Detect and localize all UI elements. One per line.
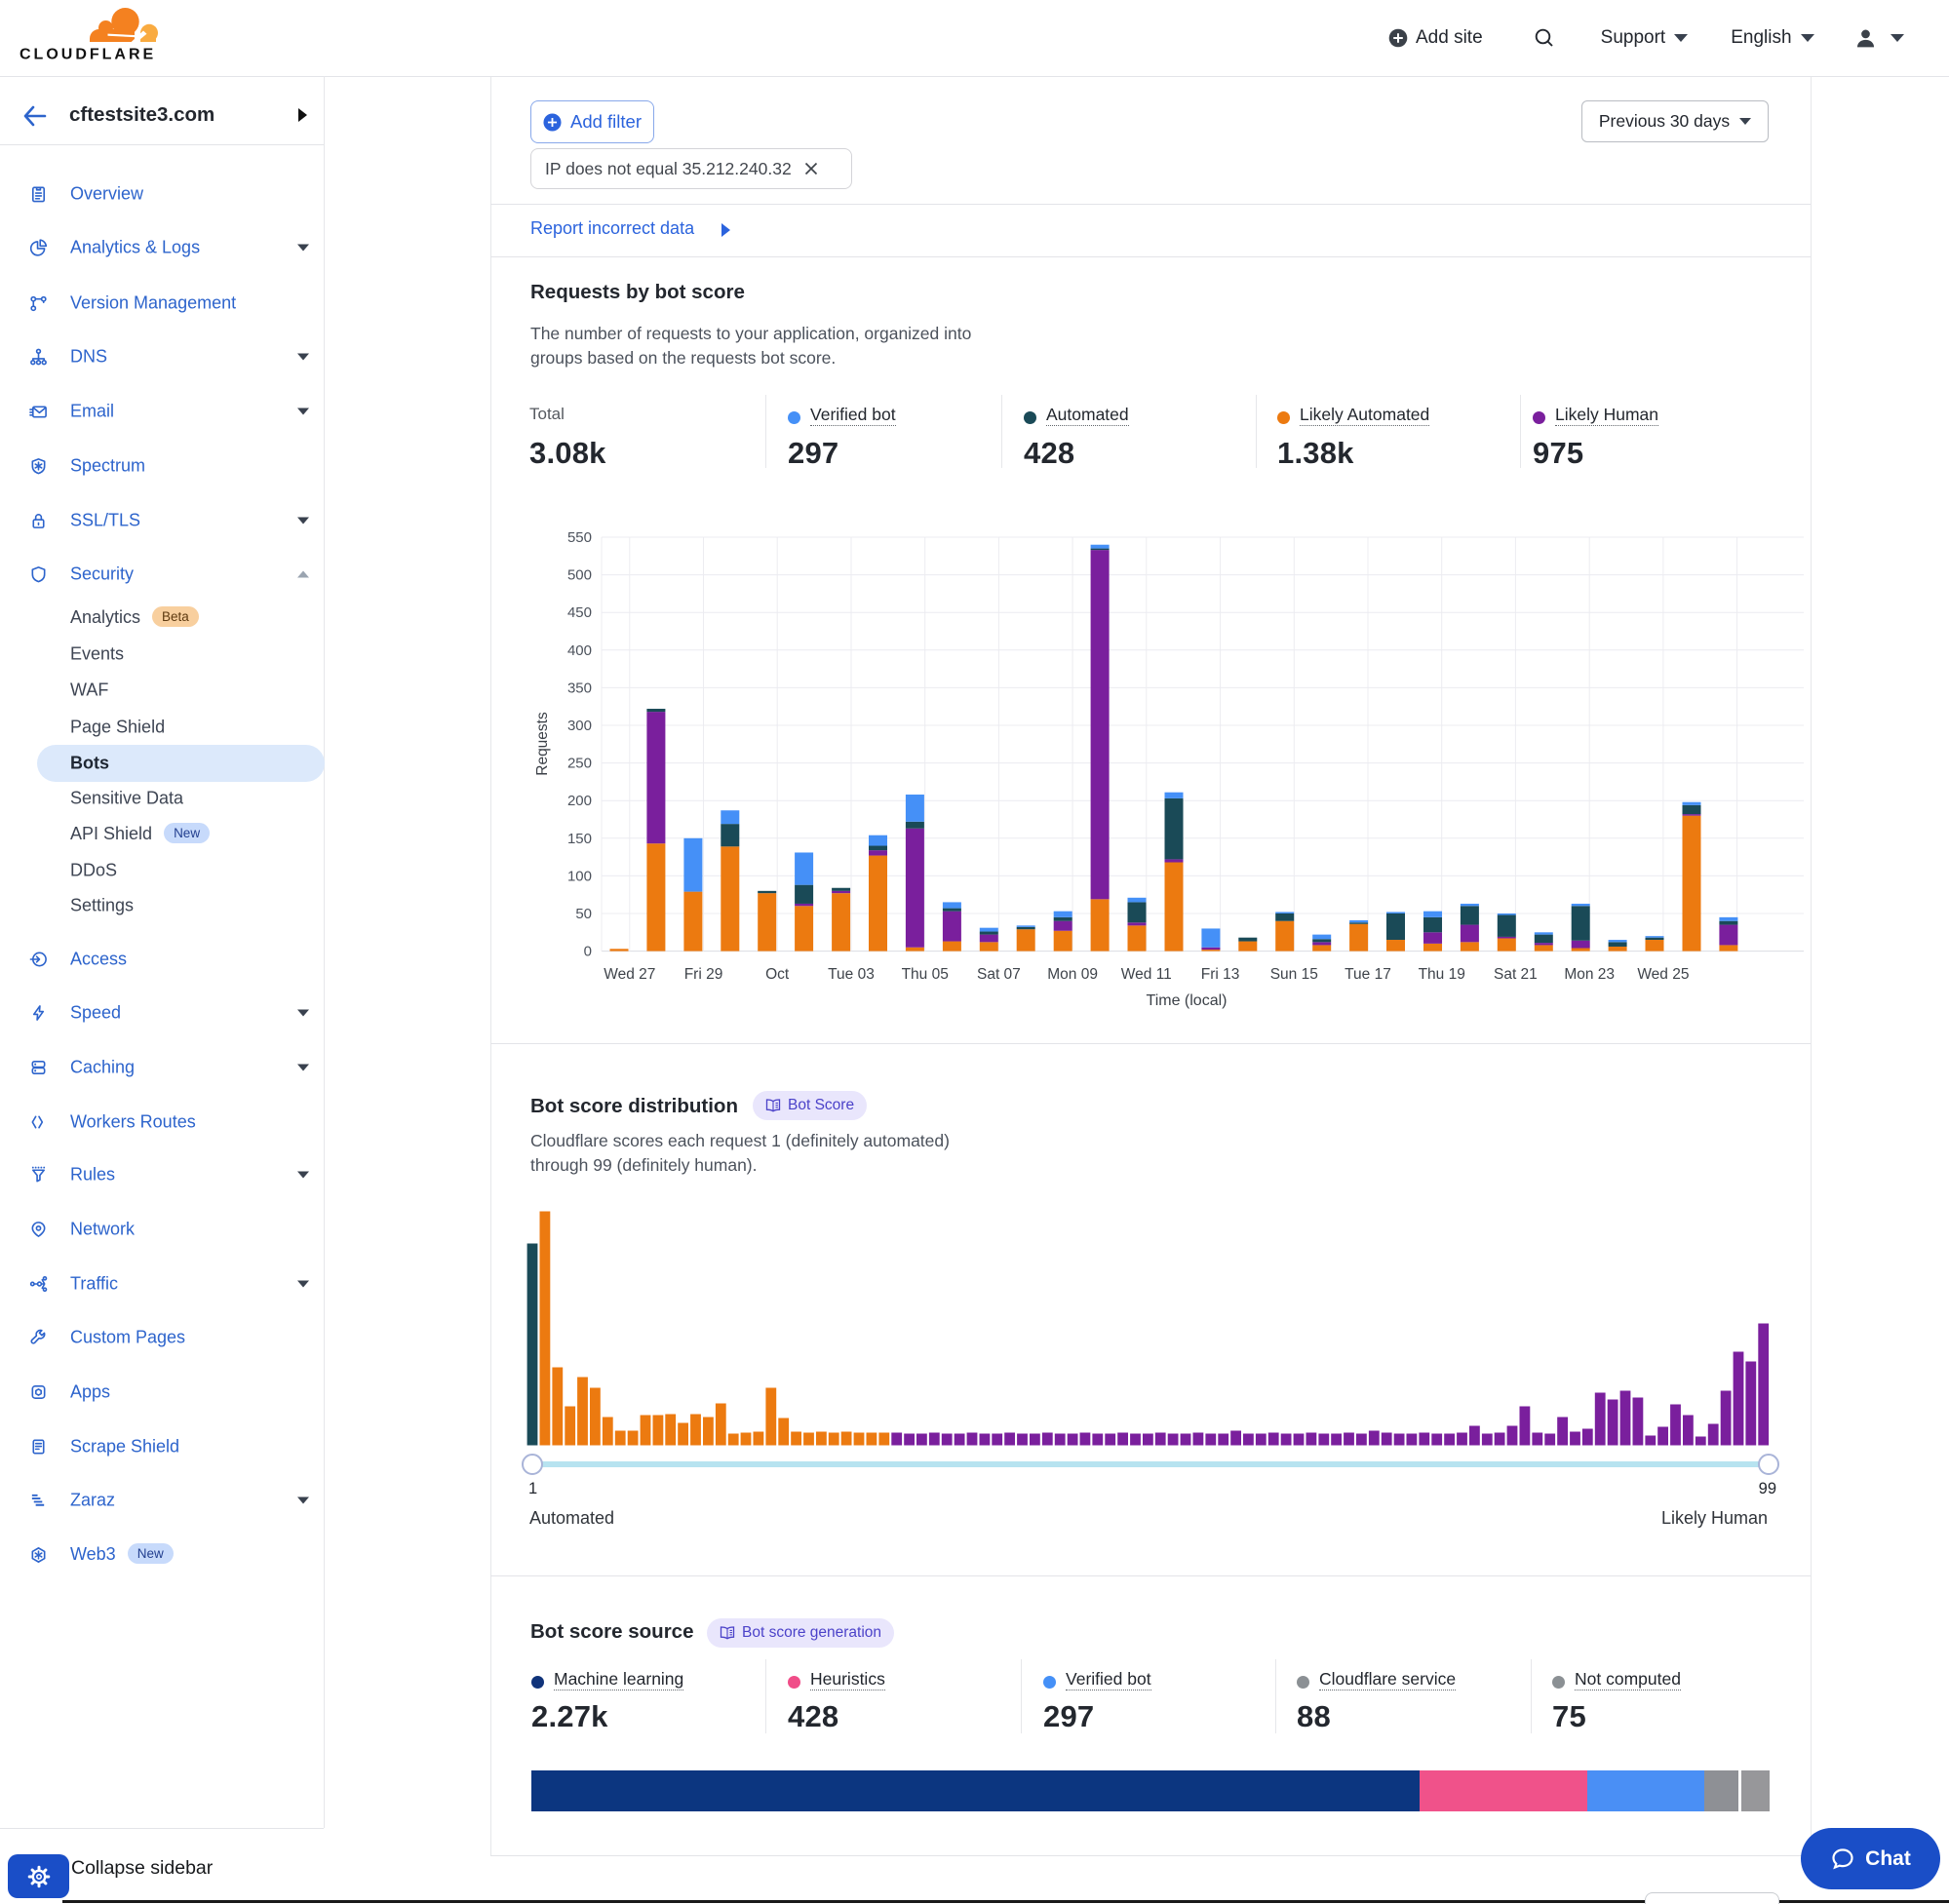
svg-text:Thu 19: Thu 19 (1419, 966, 1465, 983)
svg-text:CLOUDFLARE: CLOUDFLARE (19, 47, 156, 63)
svg-text:Thu 05: Thu 05 (902, 966, 949, 983)
svg-text:Tue 17: Tue 17 (1345, 966, 1391, 983)
svg-text:Fri 29: Fri 29 (684, 966, 723, 983)
svg-text:Sun 15: Sun 15 (1270, 966, 1318, 983)
svg-text:250: 250 (567, 756, 592, 772)
svg-text:Mon 09: Mon 09 (1047, 966, 1098, 983)
svg-text:Wed 11: Wed 11 (1121, 966, 1172, 983)
svg-text:350: 350 (567, 680, 592, 696)
svg-text:Sat 07: Sat 07 (977, 966, 1021, 983)
svg-text:100: 100 (567, 868, 592, 884)
svg-text:550: 550 (567, 529, 592, 546)
svg-text:300: 300 (567, 718, 592, 734)
svg-text:50: 50 (575, 906, 592, 922)
svg-text:450: 450 (567, 604, 592, 621)
svg-text:Requests: Requests (534, 712, 551, 776)
svg-text:Oct: Oct (765, 966, 790, 983)
svg-text:Fri 13: Fri 13 (1201, 966, 1240, 983)
svg-text:Tue 03: Tue 03 (828, 966, 875, 983)
svg-text:500: 500 (567, 567, 592, 584)
svg-text:0: 0 (584, 944, 592, 960)
svg-text:Wed 25: Wed 25 (1637, 966, 1689, 983)
svg-text:200: 200 (567, 793, 592, 809)
svg-text:Time (local): Time (local) (1147, 992, 1228, 1009)
svg-text:150: 150 (567, 831, 592, 847)
svg-text:Wed 27: Wed 27 (604, 966, 655, 983)
svg-text:400: 400 (567, 642, 592, 659)
svg-text:Mon 23: Mon 23 (1564, 966, 1615, 983)
svg-text:Sat 21: Sat 21 (1494, 966, 1538, 983)
